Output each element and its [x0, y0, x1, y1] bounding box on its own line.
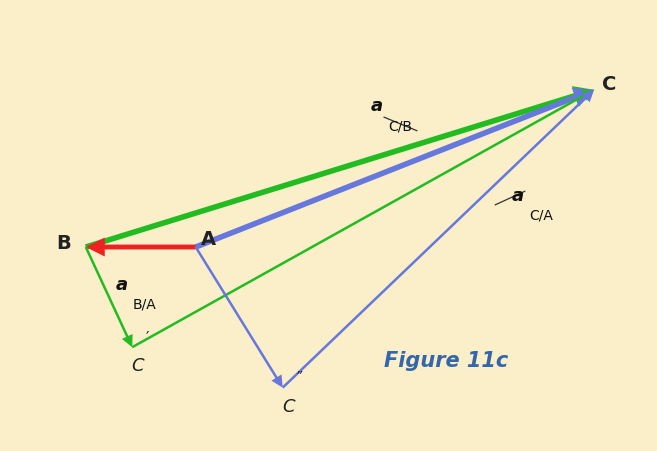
Text: C/A: C/A	[530, 208, 553, 222]
Text: C/B: C/B	[389, 119, 413, 133]
Text: B: B	[57, 234, 72, 253]
Text: Figure 11c: Figure 11c	[384, 350, 509, 370]
Text: a: a	[512, 187, 524, 205]
Text: B/A: B/A	[132, 297, 156, 311]
Text: ′: ′	[145, 330, 149, 345]
Text: C: C	[602, 75, 616, 94]
Text: A: A	[201, 230, 216, 249]
Text: C: C	[283, 397, 296, 414]
Text: ′′: ′′	[297, 371, 304, 386]
Text: a: a	[116, 275, 128, 293]
Text: a: a	[371, 97, 383, 115]
Text: C: C	[131, 356, 143, 374]
